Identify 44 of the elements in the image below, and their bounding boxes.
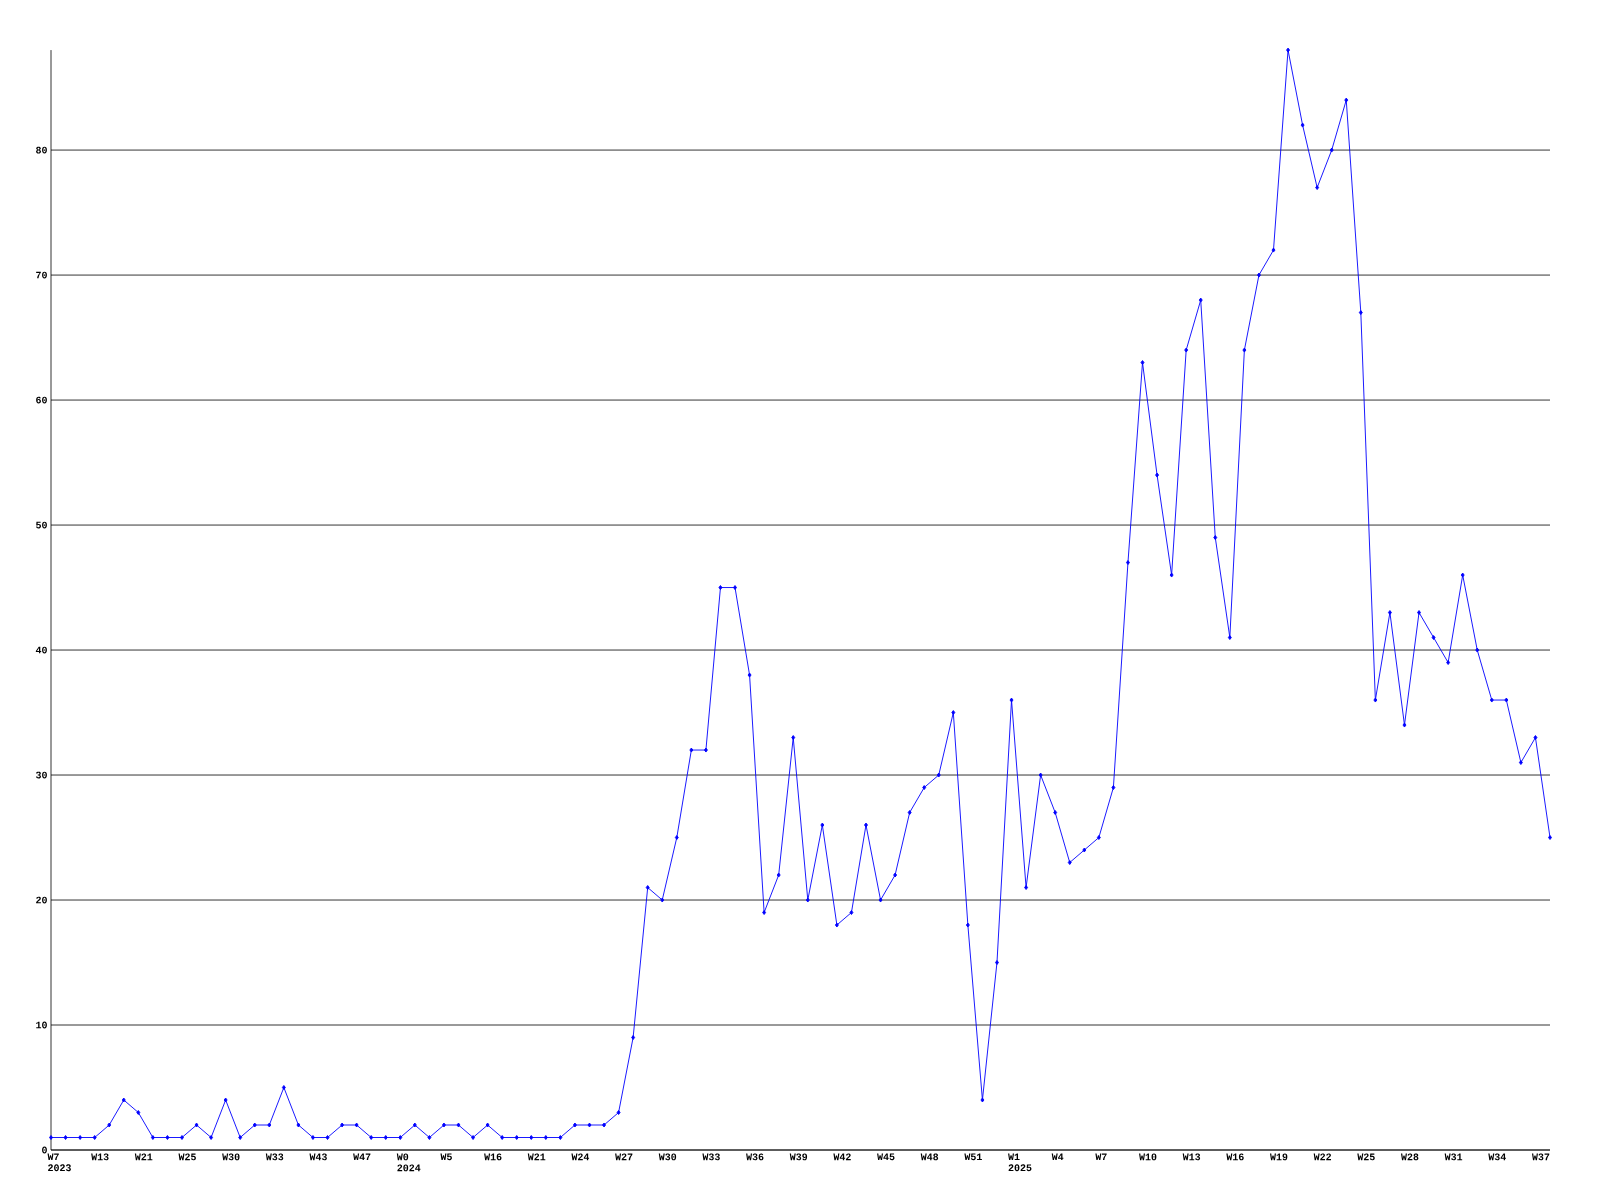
- x-tick-label: W37: [1531, 1153, 1550, 1161]
- x-tick-label: W45: [877, 1153, 895, 1161]
- x-tick-label: W30: [222, 1153, 240, 1161]
- x-tick-label: W0 2024: [396, 1153, 421, 1172]
- x-tick-label: W25: [178, 1153, 196, 1161]
- x-tick-label: W13: [1182, 1153, 1201, 1161]
- x-tick-label: W16: [1226, 1153, 1244, 1161]
- x-tick-label: W42: [833, 1153, 851, 1161]
- x-tick-label: W27: [615, 1153, 633, 1161]
- x-tick-label: W19: [1270, 1153, 1288, 1161]
- x-tick-label: W5: [440, 1153, 452, 1161]
- x-tick-label: W48: [920, 1153, 939, 1161]
- x-tick-label: W21: [527, 1153, 546, 1161]
- x-tick-label: W4: [1051, 1153, 1064, 1161]
- x-tick-label: W30: [658, 1153, 677, 1161]
- x-tick-label: W39: [789, 1153, 808, 1161]
- y-tick-label: 50: [36, 521, 47, 529]
- x-tick-label: W16: [484, 1153, 502, 1161]
- x-tick-label: W22: [1313, 1153, 1332, 1161]
- x-tick-label: W33: [265, 1153, 284, 1161]
- x-tick-label: W43: [309, 1153, 327, 1161]
- y-tick-label: 60: [36, 396, 47, 404]
- x-tick-label: W33: [702, 1153, 720, 1161]
- x-tick-label: W13: [91, 1153, 109, 1161]
- y-tick-label: 70: [36, 271, 47, 279]
- x-tick-label: W28: [1400, 1153, 1419, 1161]
- y-tick-label: 20: [36, 896, 47, 904]
- y-tick-label: 40: [35, 646, 47, 654]
- x-tick-label: W51: [964, 1153, 982, 1161]
- x-tick-label: W31: [1444, 1153, 1463, 1161]
- x-tick-label: W47: [353, 1153, 371, 1161]
- x-tick-label: W1 2025: [1008, 1153, 1032, 1172]
- y-tick-label: 80: [36, 146, 47, 154]
- x-tick-label: W21: [134, 1153, 153, 1161]
- y-tick-label: 10: [36, 1021, 47, 1029]
- x-tick-label: W34: [1488, 1153, 1506, 1161]
- y-tick-label: 30: [35, 771, 47, 779]
- x-tick-label: W24: [571, 1153, 590, 1161]
- x-tick-label: W36: [746, 1153, 764, 1161]
- x-tick-label: W7: [1095, 1153, 1107, 1161]
- x-tick-label: W7 2023: [47, 1153, 71, 1172]
- x-tick-label: W25: [1357, 1153, 1375, 1161]
- y-tick-label: 0: [42, 1146, 47, 1154]
- x-tick-label: W10: [1139, 1153, 1157, 1161]
